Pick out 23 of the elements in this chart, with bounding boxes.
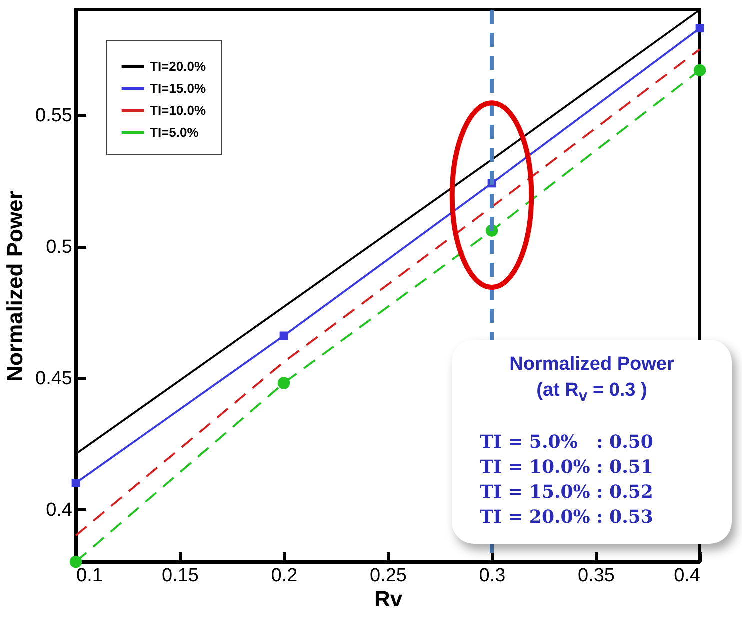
y-tick-label: 0.4: [46, 500, 73, 521]
y-tick-label: 0.45: [36, 368, 72, 390]
annotation: Normalized Power: [508, 353, 676, 377]
y-tick-label: 0.5: [46, 237, 72, 258]
legend-label: TI=15.0%: [150, 81, 206, 96]
annotation: TI = 5.0% : 0.50: [479, 430, 654, 455]
x-tick-label: 0.15: [162, 566, 199, 586]
x-tick-label: 0.25: [370, 566, 407, 586]
x-tick-label: 0.1: [76, 566, 103, 586]
annotation: (at R$_{v}$ = 0.3 ): [536, 379, 648, 407]
x-axis-title: Rv: [374, 586, 404, 612]
annotation: TI = 20.0% : 0.53: [479, 506, 654, 530]
legend-label: TI=10.0%: [150, 103, 206, 118]
x-tick-label: 0.3: [479, 566, 506, 586]
annotation: TI = 15.0% : 0.52: [479, 480, 654, 505]
legend-label: TI=20.0%: [150, 59, 206, 74]
x-tick-label: 0.2: [271, 566, 298, 586]
x-tick-label: 0.35: [578, 566, 615, 586]
x-tick-label: 0.4: [674, 566, 701, 586]
y-axis-title: Normalized Power: [2, 190, 28, 382]
annotation: TI = 10.0% : 0.51: [479, 456, 654, 480]
legend-label: TI=5.0%: [150, 125, 200, 140]
y-tick-label: 0.55: [36, 106, 72, 127]
